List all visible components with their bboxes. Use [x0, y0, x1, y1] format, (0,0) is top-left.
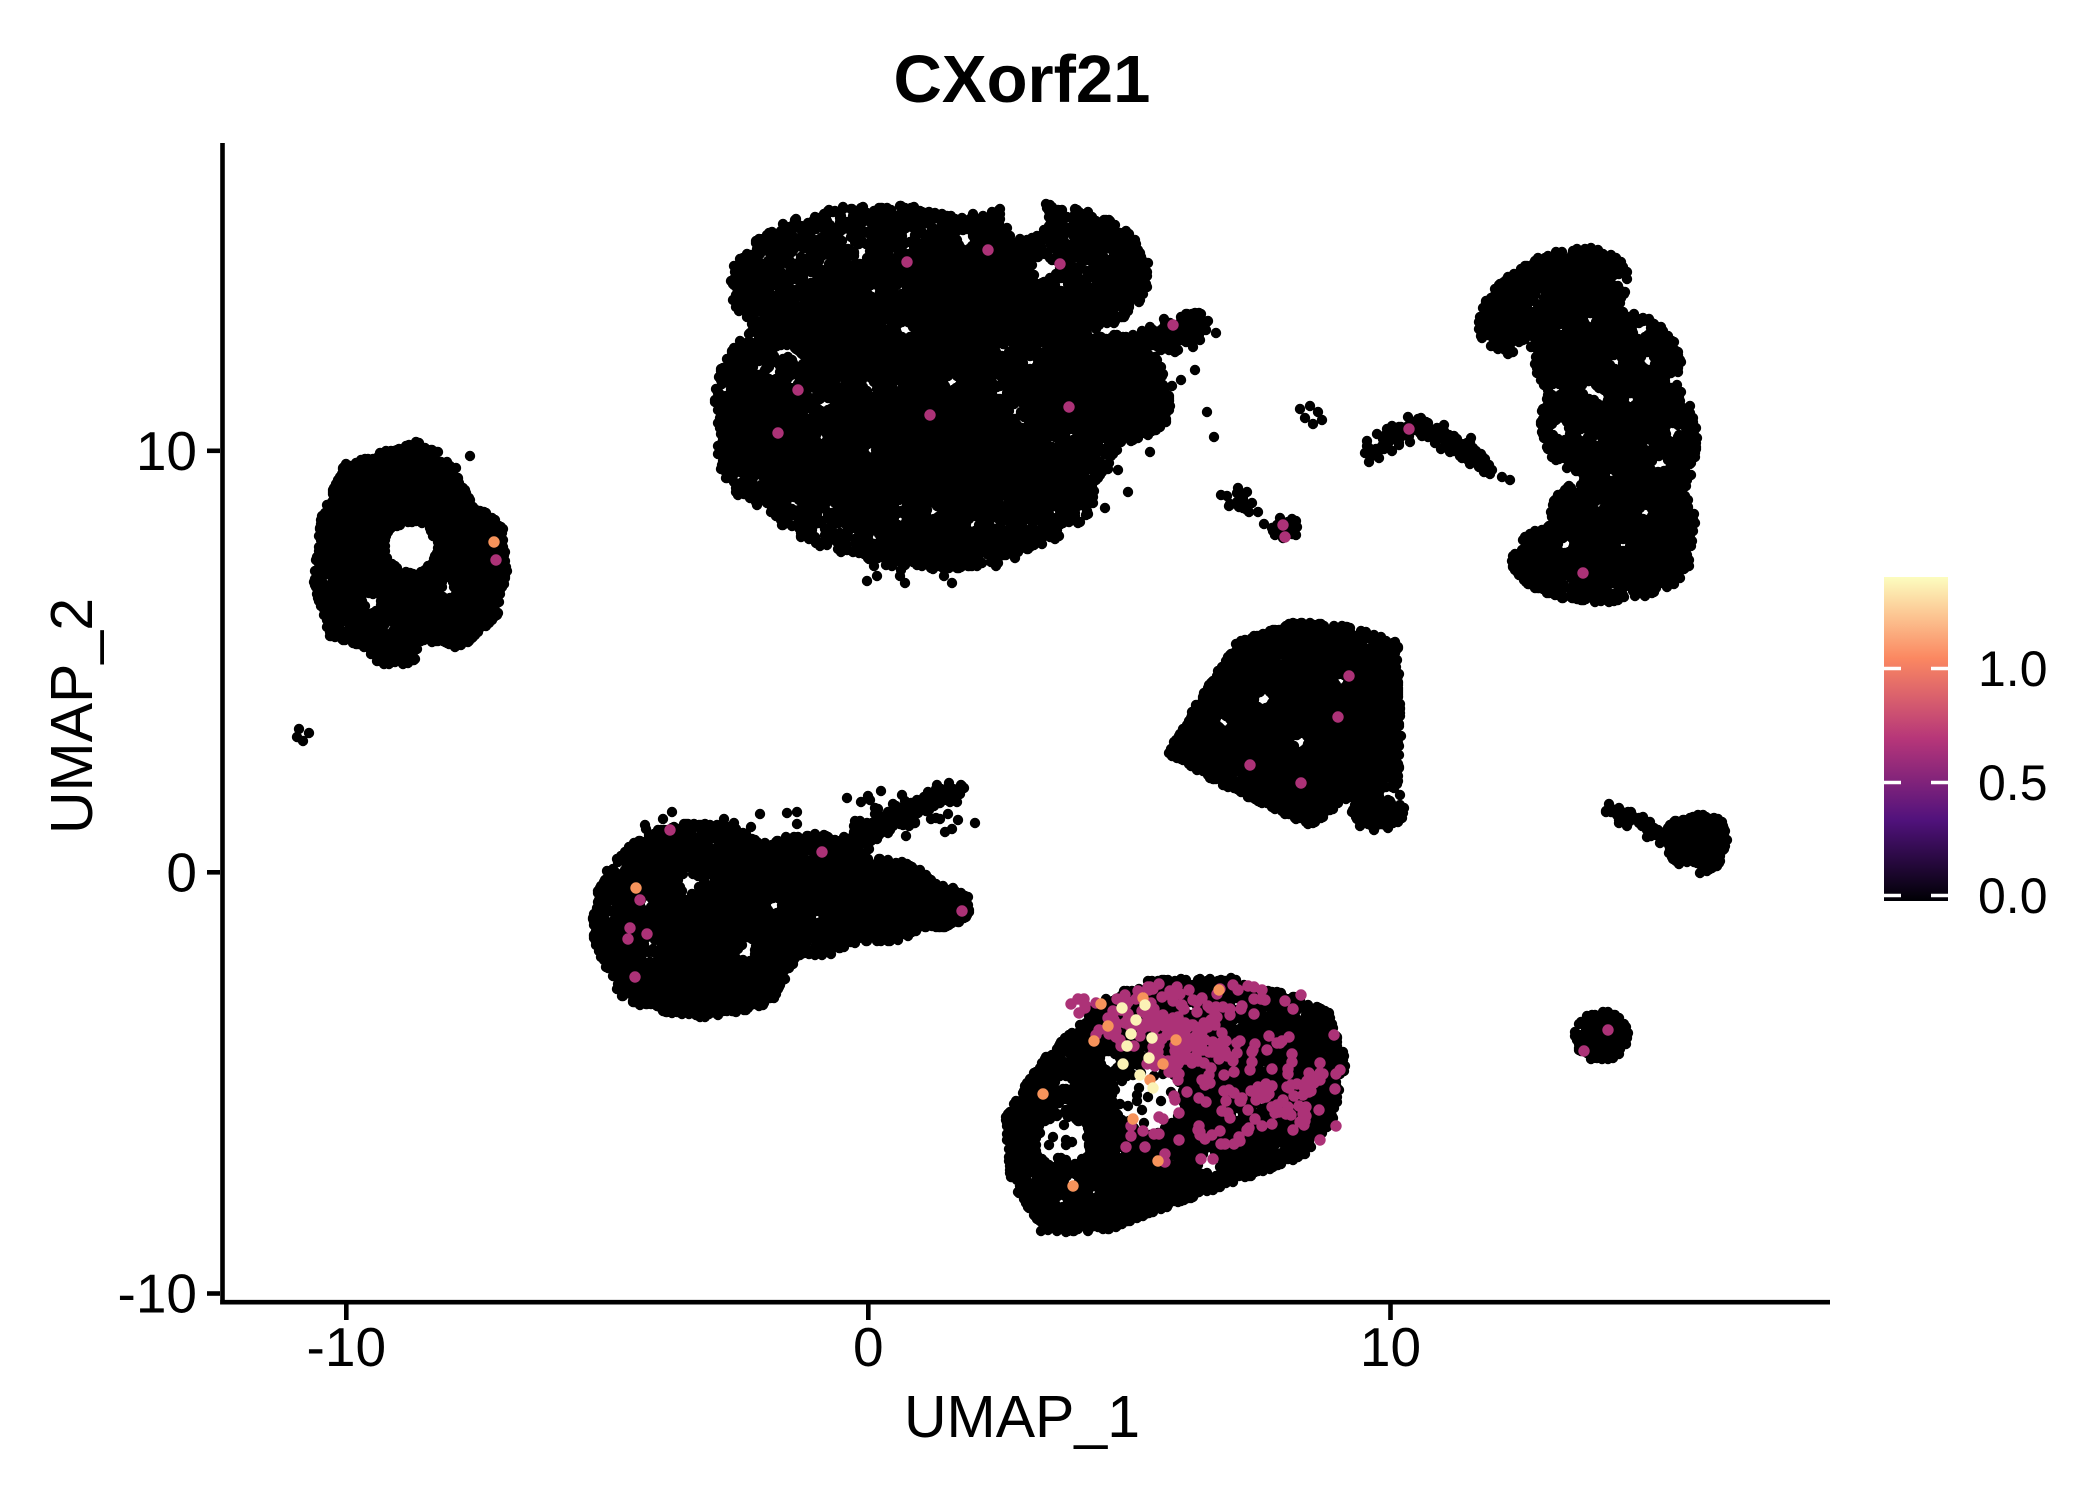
svg-text:-10: -10: [118, 1263, 198, 1325]
svg-text:10: 10: [136, 420, 197, 482]
svg-text:0: 0: [166, 842, 197, 904]
svg-text:0: 0: [853, 1316, 884, 1378]
svg-text:0.0: 0.0: [1978, 868, 2048, 924]
svg-text:UMAP_2: UMAP_2: [39, 598, 105, 834]
svg-text:10: 10: [1360, 1316, 1421, 1378]
svg-text:1.0: 1.0: [1978, 641, 2048, 697]
svg-text:UMAP_1: UMAP_1: [904, 1384, 1140, 1450]
svg-text:-10: -10: [307, 1316, 387, 1378]
svg-text:CXorf21: CXorf21: [894, 42, 1151, 117]
svg-text:0.5: 0.5: [1978, 755, 2048, 811]
